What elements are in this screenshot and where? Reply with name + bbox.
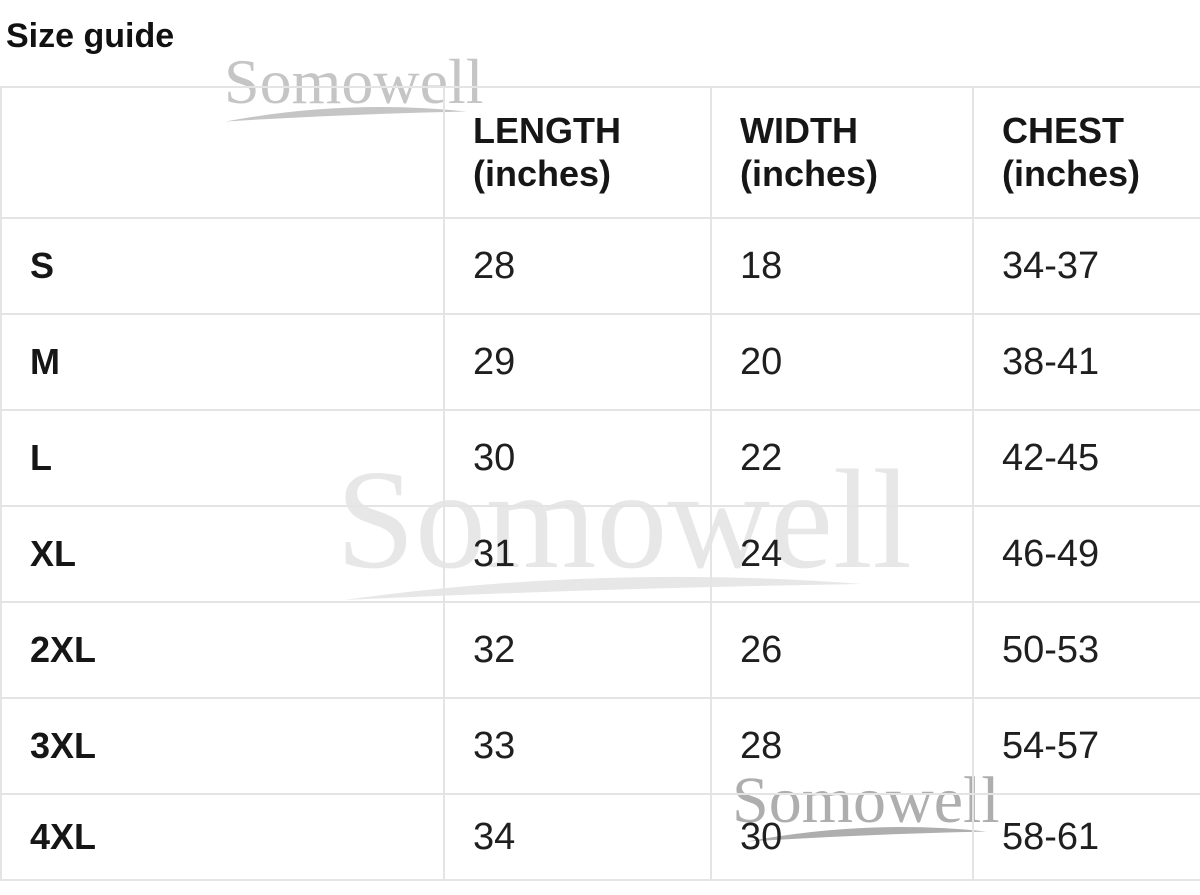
column-unit: (inches) [740,152,879,194]
chest-value: 46-49 [972,505,1200,603]
size-label: 2XL [0,601,445,699]
width-value: 20 [710,313,974,411]
chest-value: 58-61 [972,793,1200,881]
size-label: 4XL [0,793,445,881]
width-value: 24 [710,505,974,603]
chest-value: 50-53 [972,601,1200,699]
size-label: L [0,409,445,507]
column-header-width: WIDTH (inches) [710,86,974,219]
width-value: 22 [710,409,974,507]
column-unit: (inches) [1002,152,1141,194]
length-value: 34 [443,793,712,881]
chest-value: 54-57 [972,697,1200,795]
size-label: 3XL [0,697,445,795]
size-guide-table: LENGTH (inches) WIDTH (inches) CHEST (in… [0,86,1200,881]
length-value: 32 [443,601,712,699]
chest-value: 38-41 [972,313,1200,411]
column-title: CHEST [1002,110,1125,152]
size-label: M [0,313,445,411]
column-header-length: LENGTH (inches) [443,86,712,219]
length-value: 33 [443,697,712,795]
table-row-m: M 29 20 38-41 [0,313,1200,411]
size-label: S [0,217,445,315]
length-value: 31 [443,505,712,603]
column-title: LENGTH [473,110,621,152]
table-row-s: S 28 18 34-37 [0,217,1200,315]
page-title: Size guide [6,16,175,55]
length-value: 29 [443,313,712,411]
table-row-4xl: 4XL 34 30 58-61 [0,793,1200,881]
table-row-3xl: 3XL 33 28 54-57 [0,697,1200,795]
chest-value: 34-37 [972,217,1200,315]
column-unit: (inches) [473,152,612,194]
width-value: 28 [710,697,974,795]
table-row-xl: XL 31 24 46-49 [0,505,1200,603]
width-value: 30 [710,793,974,881]
length-value: 30 [443,409,712,507]
column-title: WIDTH [740,110,858,152]
column-header-chest: CHEST (inches) [972,86,1200,219]
width-value: 18 [710,217,974,315]
width-value: 26 [710,601,974,699]
column-header-size [0,86,445,219]
length-value: 28 [443,217,712,315]
chest-value: 42-45 [972,409,1200,507]
size-label: XL [0,505,445,603]
header-row: LENGTH (inches) WIDTH (inches) CHEST (in… [0,86,1200,219]
table-row-l: L 30 22 42-45 [0,409,1200,507]
table-row-2xl: 2XL 32 26 50-53 [0,601,1200,699]
